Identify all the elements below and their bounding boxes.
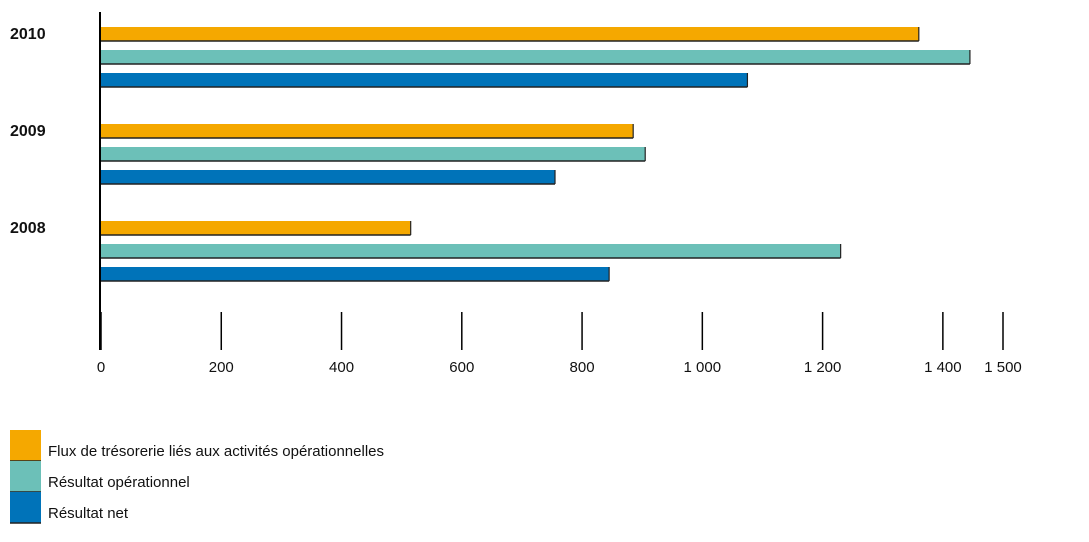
bar	[101, 170, 556, 184]
x-tick-label: 0	[97, 359, 105, 376]
x-tick-label: 400	[329, 359, 354, 376]
x-tick-label: 600	[449, 359, 474, 376]
legend-swatch	[10, 461, 41, 492]
x-tick-label: 1 000	[684, 359, 722, 376]
x-tick-label: 800	[570, 359, 595, 376]
x-tick-label: 200	[209, 359, 234, 376]
bar	[101, 27, 919, 41]
bar	[101, 73, 748, 87]
x-tick-label: 1 400	[924, 359, 962, 376]
legend-swatch	[10, 492, 41, 523]
legend-label: Résultat opérationnel	[48, 474, 190, 491]
legend-label: Flux de trésorerie liés aux activités op…	[48, 443, 384, 460]
category-label: 2009	[10, 123, 46, 140]
bar	[101, 267, 610, 281]
bar	[101, 124, 634, 138]
legend-swatch	[10, 430, 41, 461]
bar	[101, 50, 970, 64]
category-label: 2010	[10, 26, 46, 43]
x-tick-label: 1 500	[984, 359, 1022, 376]
category-label: 2008	[10, 220, 46, 237]
legend-label: Résultat net	[48, 505, 129, 522]
bar	[101, 244, 841, 258]
bar	[101, 147, 646, 161]
bar	[101, 221, 411, 235]
x-tick-label: 1 200	[804, 359, 842, 376]
